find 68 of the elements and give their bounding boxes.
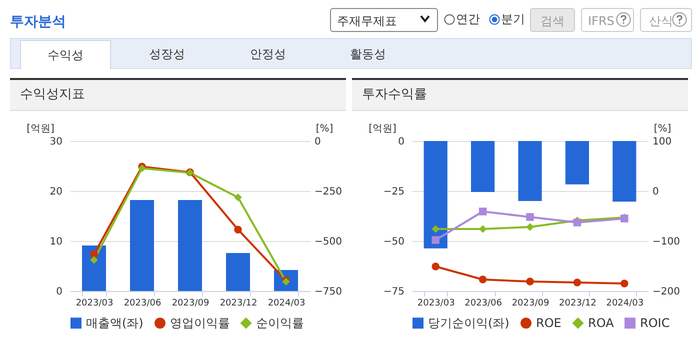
- point: [620, 280, 628, 288]
- y-axis-title: [억원]: [26, 124, 54, 134]
- chart-title: 수익성지표: [10, 80, 346, 111]
- y-tick-label: −50: [383, 236, 404, 248]
- point: [478, 208, 487, 216]
- x-tick-label: 2023/09: [512, 298, 550, 308]
- x-tick-label: 2023/09: [172, 298, 210, 308]
- y2-axis-title: [%]: [316, 124, 334, 134]
- bar: [178, 200, 202, 291]
- point: [432, 225, 440, 233]
- point: [234, 226, 242, 234]
- text: 분기: [501, 12, 525, 26]
- bar: [82, 246, 106, 291]
- y2-tick-label: −750: [314, 286, 342, 298]
- point: [90, 256, 98, 264]
- x-tick-label: 2024/03: [268, 298, 306, 308]
- text: 성장성: [149, 47, 185, 61]
- text: 연간: [456, 12, 480, 26]
- legend-label: 순이익률: [256, 316, 304, 330]
- point: [526, 223, 534, 231]
- x-tick-label: 2023/03: [76, 298, 114, 308]
- chart-title: 투자수익률: [352, 80, 688, 111]
- x-tick-label: 2023/03: [417, 298, 455, 308]
- bar: [226, 253, 250, 291]
- y2-tick-label: 0: [652, 186, 659, 198]
- y-tick-label: 0: [56, 286, 62, 298]
- y2-tick-label: 0: [314, 136, 321, 148]
- x-tick-label: 2023/06: [124, 298, 162, 308]
- legend-label: 매출액(좌): [86, 316, 144, 330]
- point: [526, 278, 534, 286]
- y-tick-label: 0: [398, 136, 404, 148]
- legend-label: ROA: [588, 316, 615, 330]
- text: 안정성: [250, 47, 286, 61]
- y-tick-label: 20: [50, 186, 62, 198]
- text: 산식: [649, 14, 673, 28]
- y2-axis-title: [%]: [654, 124, 672, 134]
- x-tick-label: 2023/12: [559, 298, 596, 308]
- x-tick-label: 2023/06: [464, 298, 502, 308]
- point: [478, 276, 487, 284]
- legend-label: ROE: [536, 316, 562, 330]
- text: 검색: [540, 14, 564, 28]
- point: [432, 236, 440, 244]
- y2-tick-label: −100: [652, 236, 680, 248]
- point: [432, 262, 440, 270]
- text: IFRS: [588, 14, 614, 28]
- point: [234, 194, 242, 202]
- y-tick-label: 10: [50, 236, 62, 248]
- point: [573, 278, 582, 286]
- legend-label: 영업이익률: [170, 316, 230, 330]
- y-tick-label: −25: [383, 186, 404, 198]
- text: 수익성: [48, 48, 84, 62]
- x-tick-label: 2023/12: [220, 298, 258, 308]
- legend-label: ROIC: [640, 316, 670, 330]
- point: [526, 213, 534, 221]
- text: 활동성: [350, 47, 386, 61]
- bar: [130, 200, 154, 291]
- y2-tick-label: −250: [314, 186, 342, 198]
- y2-tick-label: −500: [314, 236, 342, 248]
- y-tick-label: 30: [50, 136, 62, 148]
- y2-tick-label: 100: [652, 136, 672, 148]
- text: 투자분석: [10, 13, 66, 31]
- x-tick-label: 2024/03: [606, 298, 644, 308]
- legend-label: 당기순이익(좌): [428, 316, 510, 330]
- y2-tick-label: −200: [652, 286, 680, 298]
- y-axis-title: [억원]: [368, 124, 396, 134]
- y-tick-label: −75: [383, 286, 404, 298]
- text: 주재무제표: [337, 14, 397, 28]
- point: [90, 250, 98, 258]
